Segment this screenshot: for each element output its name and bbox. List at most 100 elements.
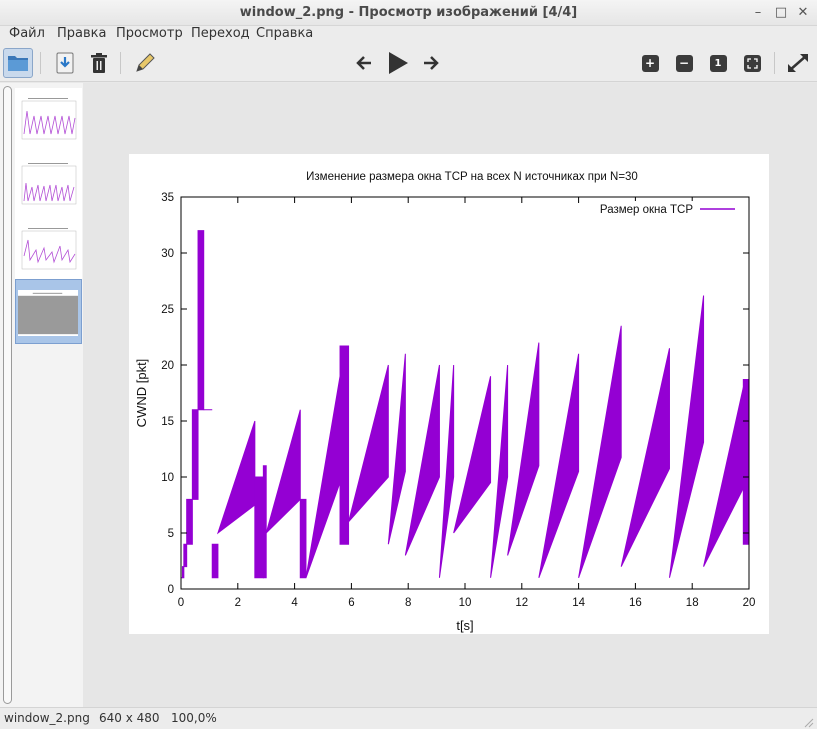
thumbnail-image-3 <box>18 226 78 272</box>
x-tick-label: 18 <box>686 597 699 609</box>
x-tick-label: 4 <box>291 597 298 609</box>
x-tick-label: 16 <box>629 597 642 609</box>
open-folder-button[interactable] <box>3 48 33 78</box>
y-tick-label: 10 <box>161 472 174 484</box>
title-bar: window_2.png - Просмотр изображений [4/4… <box>0 0 817 26</box>
save-icon <box>56 52 74 74</box>
zoom-100-icon: 1 <box>709 54 727 72</box>
series-segment <box>490 364 509 578</box>
menu-help[interactable]: Справка <box>256 26 314 41</box>
thumbnail-2[interactable] <box>15 153 82 218</box>
zoom-out-button[interactable]: − <box>669 48 699 78</box>
series-segment <box>538 353 580 578</box>
toolbar: + − 1 <box>0 44 817 82</box>
series-segment <box>507 342 540 556</box>
y-tick-label: 5 <box>168 528 174 540</box>
delete-button[interactable] <box>84 48 114 78</box>
axis-ticks: 0 2 4 6 8 10 12 14 16 18 20 0 5 10 15 20 25 30 35 <box>161 192 755 609</box>
toolbar-separator <box>40 52 41 74</box>
thumbnail-4[interactable] <box>15 279 82 344</box>
series-segment <box>265 409 301 535</box>
series-segment <box>299 498 307 579</box>
y-tick-label: 25 <box>161 304 174 316</box>
legend-box <box>589 201 745 221</box>
x-tick-label: 6 <box>348 597 354 609</box>
series-segment <box>262 465 267 579</box>
series-segment <box>438 364 455 578</box>
series-segment <box>186 498 193 545</box>
zoom-out-icon: − <box>675 54 693 72</box>
zoom-in-button[interactable]: + <box>635 48 665 78</box>
series-segment <box>668 295 705 578</box>
x-tick-label: 14 <box>572 597 585 609</box>
delete-icon <box>91 53 107 73</box>
menu-bar: Файл Правка Просмотр Переход Справка <box>0 26 817 44</box>
x-tick-label: 12 <box>515 597 528 609</box>
resize-grip-icon[interactable] <box>802 716 814 728</box>
legend-label: Размер окна TCP <box>600 204 693 216</box>
zoom-100-button[interactable]: 1 <box>703 48 733 78</box>
series-segment <box>254 476 264 579</box>
series-segment <box>181 566 185 579</box>
status-bar: window_2.png 640 x 480 100,0% <box>0 707 817 729</box>
chart-title: Изменение размера окна TCP на всех N ист… <box>306 171 638 183</box>
series-segment <box>387 353 406 545</box>
y-tick-label: 20 <box>161 360 174 372</box>
series-segment <box>453 376 492 534</box>
edit-button[interactable] <box>130 48 160 78</box>
x-tick-label: 8 <box>405 597 411 609</box>
fit-window-button[interactable] <box>737 48 767 78</box>
next-arrow-icon <box>424 56 439 70</box>
series-area <box>181 230 750 579</box>
menu-view[interactable]: Просмотр <box>116 26 183 41</box>
series-segment <box>183 543 188 568</box>
previous-button[interactable] <box>349 48 379 78</box>
thumbnail-sidebar <box>0 83 83 707</box>
sidebar-scrollbar[interactable] <box>3 86 12 704</box>
series-segment <box>339 345 350 545</box>
cwnd-chart: Изменение размера окна TCP на всех N ист… <box>129 154 769 634</box>
fullscreen-button[interactable] <box>783 48 813 78</box>
series-segment <box>742 379 750 545</box>
thumbnail-3[interactable] <box>15 218 82 283</box>
series-segment <box>404 364 440 556</box>
previous-arrow-icon <box>356 56 371 70</box>
series-segment <box>620 348 670 567</box>
y-tick-label: 0 <box>168 584 174 596</box>
x-tick-label: 2 <box>235 597 241 609</box>
toolbar-separator <box>774 52 775 74</box>
toolbar-separator <box>120 52 121 74</box>
close-icon[interactable]: ✕ <box>797 5 809 20</box>
y-tick-label: 15 <box>161 416 174 428</box>
y-tick-label: 35 <box>161 192 174 204</box>
x-tick-label: 20 <box>743 597 756 609</box>
status-zoom: 100,0% <box>171 711 217 725</box>
y-axis-label: CWND [pkt] <box>134 359 149 428</box>
menu-go[interactable]: Переход <box>191 26 250 41</box>
menu-file[interactable]: Файл <box>9 26 45 41</box>
edit-pencil-icon <box>136 53 155 72</box>
save-button[interactable] <box>50 48 80 78</box>
minimize-icon[interactable]: – <box>754 5 762 20</box>
fit-window-icon <box>743 54 761 72</box>
x-tick-label: 10 <box>459 597 472 609</box>
displayed-image: Изменение размера окна TCP на всех N ист… <box>129 154 769 634</box>
y-tick-label: 30 <box>161 248 174 260</box>
play-slideshow-button[interactable] <box>383 48 413 78</box>
x-axis-label: t[s] <box>456 618 473 633</box>
x-tick-label: 0 <box>178 597 184 609</box>
next-button[interactable] <box>416 48 446 78</box>
fullscreen-icon <box>788 54 808 72</box>
menu-edit[interactable]: Правка <box>57 26 107 41</box>
image-viewport[interactable]: Изменение размера окна TCP на всех N ист… <box>83 83 817 707</box>
thumbnail-image-4 <box>18 290 78 336</box>
status-filename: window_2.png <box>4 711 90 725</box>
series-segment <box>216 420 256 535</box>
thumbnail-1[interactable] <box>15 88 82 153</box>
series-segment <box>348 364 389 523</box>
series-segment <box>191 409 199 500</box>
zoom-in-icon: + <box>641 54 659 72</box>
status-dimensions: 640 x 480 <box>99 711 160 725</box>
maximize-icon[interactable]: □ <box>774 5 788 20</box>
play-slideshow-icon <box>389 52 408 74</box>
